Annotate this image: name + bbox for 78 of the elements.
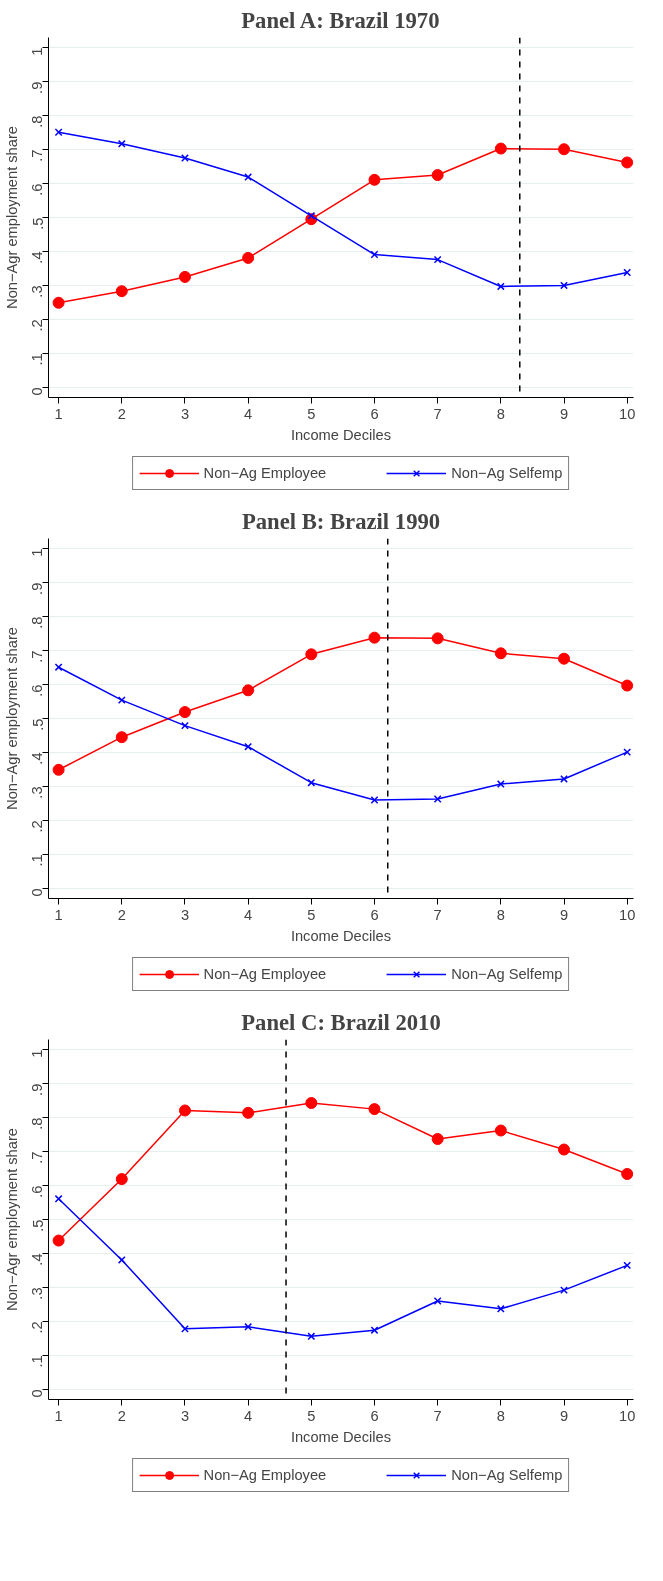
y-tick-label: .8	[29, 115, 46, 128]
y-axis-title: Non−Agr employment share	[3, 627, 20, 810]
x-tick-label: 1	[54, 906, 63, 923]
y-tick-label: .9	[29, 1083, 46, 1096]
x-tick-label: 2	[117, 405, 126, 422]
y-tick-label: .2	[29, 820, 46, 833]
y-tick-label: .9	[29, 582, 46, 595]
y-tick-label: .1	[29, 1355, 46, 1368]
y-tick-label: 0	[29, 1389, 46, 1398]
y-tick-label: .2	[29, 1321, 46, 1334]
x-tick-label: 5	[307, 405, 316, 422]
x-tick-label: 2	[117, 906, 126, 923]
y-tick-label: .3	[29, 1287, 46, 1300]
legend-label: Non−Ag Employee	[203, 1467, 327, 1483]
chart-title: Panel B: Brazil 1990	[241, 508, 441, 534]
y-axis-title: Non−Agr employment share	[3, 126, 20, 309]
x-tick-label: 10	[619, 405, 636, 422]
y-tick-label: .6	[29, 1185, 46, 1198]
x-tick-label: 5	[307, 1407, 316, 1424]
y-tick-label: 1	[29, 548, 46, 557]
x-tick-label: 3	[180, 405, 190, 422]
y-tick-label: .5	[29, 217, 46, 230]
x-axis-title: Income Deciles	[290, 426, 392, 443]
x-tick-label: 6	[370, 906, 379, 923]
y-tick-label: .4	[29, 1253, 46, 1266]
x-tick-label: 9	[559, 906, 569, 923]
legend-label: Non−Ag Selfemp	[451, 465, 563, 481]
x-tick-label: 1	[54, 1407, 63, 1424]
y-tick-label: .7	[29, 149, 46, 162]
x-tick-label: 10	[619, 906, 636, 923]
y-tick-label: 0	[29, 888, 46, 897]
y-tick-label: 0	[29, 387, 46, 396]
legend-label: Non−Ag Selfemp	[451, 1467, 563, 1483]
chart-title: Panel A: Brazil 1970	[241, 7, 440, 33]
y-tick-label: 1	[29, 47, 46, 56]
legend-label: Non−Ag Selfemp	[451, 966, 563, 982]
y-tick-label: .7	[29, 1151, 46, 1164]
x-tick-label: 1	[54, 405, 63, 422]
legend-label: Non−Ag Employee	[203, 465, 327, 481]
x-tick-label: 5	[307, 906, 316, 923]
x-tick-label: 8	[496, 405, 505, 422]
x-tick-label: 10	[619, 1407, 636, 1424]
y-tick-label: .1	[29, 353, 46, 366]
x-tick-label: 7	[433, 1407, 442, 1424]
x-tick-label: 4	[244, 405, 253, 422]
x-tick-label: 8	[496, 906, 505, 923]
y-tick-label: 1	[29, 1049, 46, 1058]
x-tick-label: 3	[180, 1407, 190, 1424]
y-tick-label: .9	[29, 81, 46, 94]
y-tick-label: .5	[29, 1219, 46, 1232]
y-axis-title: Non−Agr employment share	[3, 1128, 20, 1311]
x-tick-label: 9	[559, 1407, 569, 1424]
y-tick-label: .4	[29, 251, 46, 264]
y-tick-label: .1	[29, 854, 46, 867]
y-tick-label: .8	[29, 1117, 46, 1130]
x-tick-label: 3	[180, 906, 190, 923]
x-tick-label: 6	[370, 405, 379, 422]
y-tick-label: .8	[29, 616, 46, 629]
y-tick-label: .6	[29, 183, 46, 196]
x-tick-label: 4	[244, 1407, 253, 1424]
x-axis-title: Income Deciles	[290, 1428, 392, 1445]
x-tick-label: 4	[244, 906, 253, 923]
legend-label: Non−Ag Employee	[203, 966, 327, 982]
x-axis-title: Income Deciles	[290, 927, 392, 944]
y-tick-label: .4	[29, 752, 46, 765]
y-tick-label: .5	[29, 718, 46, 731]
x-tick-label: 7	[433, 405, 442, 422]
x-tick-label: 8	[496, 1407, 505, 1424]
x-tick-label: 9	[559, 405, 569, 422]
y-tick-label: .3	[29, 285, 46, 298]
y-tick-label: .6	[29, 684, 46, 697]
chart-title: Panel C: Brazil 2010	[241, 1009, 441, 1035]
y-tick-label: .7	[29, 650, 46, 663]
y-tick-label: .3	[29, 786, 46, 799]
x-tick-label: 2	[117, 1407, 126, 1424]
y-tick-label: .2	[29, 319, 46, 332]
x-tick-label: 7	[433, 906, 442, 923]
x-tick-label: 6	[370, 1407, 379, 1424]
